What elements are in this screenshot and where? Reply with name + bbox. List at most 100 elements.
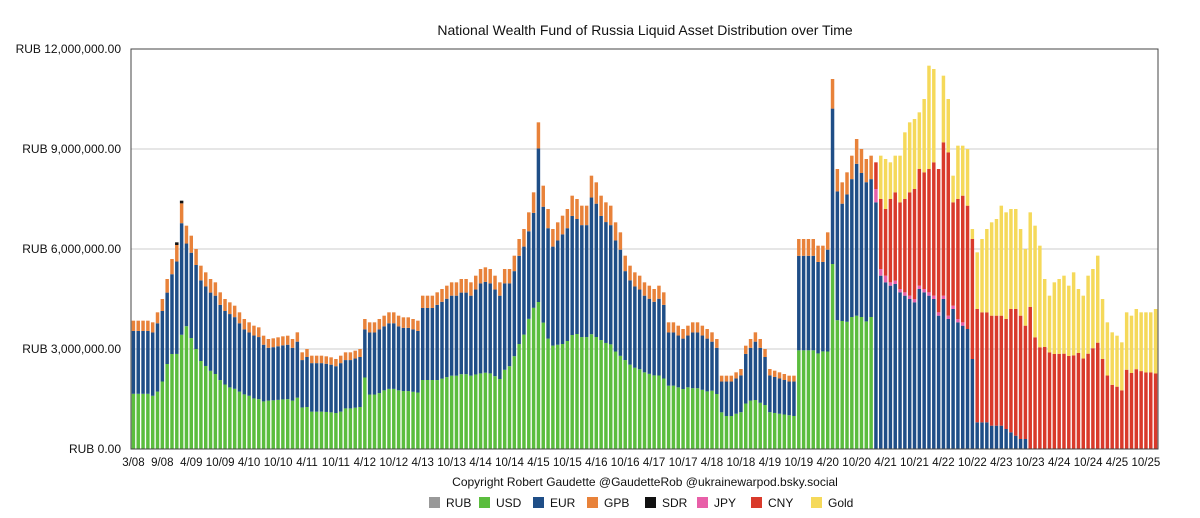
bar-segment-eur xyxy=(1023,439,1028,449)
bar-segment-usd xyxy=(613,351,618,449)
legend: RUB USD EUR GPB SDR JPY CNY Gold xyxy=(429,496,853,510)
bar-segment-gold xyxy=(1018,229,1023,316)
bar-segment-cny xyxy=(927,169,931,293)
bar-segment-cny xyxy=(1009,309,1013,433)
bar-segment-eur xyxy=(705,338,709,392)
bar-segment-cny xyxy=(893,192,897,281)
bar-segment-gold xyxy=(1110,332,1114,385)
bar-segment-usd xyxy=(546,338,550,449)
bar-segment-eur xyxy=(975,422,979,449)
bar-segment-usd xyxy=(420,380,425,449)
bar-segment-usd xyxy=(247,395,251,449)
bar-segment-jpy xyxy=(946,315,950,319)
bar-segment-gold xyxy=(941,75,946,143)
bar-segment-eur xyxy=(710,341,714,391)
bar-segment-eur xyxy=(372,332,377,395)
bar-segment-gpb xyxy=(430,295,435,308)
bar-segment-usd xyxy=(502,369,507,449)
bar-segment-eur xyxy=(898,292,902,449)
bar-segment-usd xyxy=(647,373,652,449)
bar-segment-eur xyxy=(999,425,1004,449)
bar-segment-gpb xyxy=(512,255,517,272)
bar-segment-cny xyxy=(903,199,907,293)
bar-segment-eur xyxy=(560,234,565,344)
bar-segment-eur xyxy=(531,212,536,308)
bar-segment-eur xyxy=(801,255,806,351)
bar-segment-gpb xyxy=(531,192,536,213)
bar-segment-eur xyxy=(459,292,464,375)
bar-segment-eur xyxy=(416,330,420,393)
bar-segment-gpb xyxy=(257,327,261,338)
bar-segment-eur xyxy=(184,243,189,327)
legend-item-sdr: SDR xyxy=(645,496,688,510)
bar-segment-usd xyxy=(551,345,555,449)
bar-segment-eur xyxy=(507,283,512,367)
bar-segment-usd xyxy=(744,403,748,449)
bar-segment-cny xyxy=(922,172,926,289)
bar-segment-cny xyxy=(965,205,970,329)
bar-segment-gpb xyxy=(763,349,767,357)
bar-segment-eur xyxy=(584,225,589,338)
bar-segment-usd xyxy=(478,373,483,449)
bar-segment-usd xyxy=(662,378,666,449)
bar-segment-eur xyxy=(864,182,869,322)
bar-segment-eur xyxy=(956,322,960,449)
bar-segment-usd xyxy=(734,413,738,449)
bar-segment-cny xyxy=(999,315,1004,426)
bar-segment-gpb xyxy=(724,375,729,382)
bar-segment-gpb xyxy=(637,275,642,290)
bar-segment-eur xyxy=(792,381,796,416)
bar-segment-cny xyxy=(989,315,994,426)
bar-segment-eur xyxy=(199,280,203,361)
bar-segment-gold xyxy=(888,162,893,199)
bar-segment-gpb xyxy=(618,232,623,250)
bar-segment-gpb xyxy=(305,349,309,357)
legend-swatch xyxy=(533,497,544,508)
bar-segment-gpb xyxy=(816,245,820,262)
bar-segment-gold xyxy=(932,69,936,163)
bar-segment-cny xyxy=(1124,369,1129,449)
bar-segment-eur xyxy=(232,317,237,389)
bar-segment-eur xyxy=(724,381,729,416)
bar-segment-usd xyxy=(170,354,174,449)
bar-segment-eur xyxy=(932,299,936,449)
bar-segment-usd xyxy=(768,412,772,449)
bar-segment-eur xyxy=(662,304,666,379)
legend-swatch xyxy=(645,497,656,508)
bar-segment-usd xyxy=(387,388,391,449)
bar-segment-gpb xyxy=(483,267,488,282)
bar-segment-usd xyxy=(710,390,714,449)
bar-segment-usd xyxy=(319,411,324,449)
bar-segment-usd xyxy=(758,402,762,449)
bar-segment-cny xyxy=(1139,371,1143,449)
bar-segment-eur xyxy=(146,330,150,394)
bar-segment-eur xyxy=(551,246,555,346)
bar-segment-gpb xyxy=(555,222,560,241)
legend-label: EUR xyxy=(550,496,576,510)
y-tick-label: RUB 0.00 xyxy=(69,442,121,456)
bar-segment-eur xyxy=(652,301,656,376)
bar-segment-gpb xyxy=(536,122,541,149)
bar-segment-eur xyxy=(994,425,999,449)
legend-item-jpy: JPY xyxy=(697,496,736,510)
bar-segment-gpb xyxy=(676,325,680,336)
bar-segment-eur xyxy=(387,323,391,389)
bar-segment-gpb xyxy=(647,285,652,299)
bar-segment-gpb xyxy=(310,355,314,364)
bar-segment-gpb xyxy=(358,349,362,357)
copyright-credit: Copyright Robert Gaudette @GaudetteRob @… xyxy=(452,475,838,489)
bar-segment-usd xyxy=(372,394,377,449)
bar-segment-cny xyxy=(1120,390,1124,449)
bar-segment-gold xyxy=(1091,269,1095,349)
bar-segment-eur xyxy=(806,255,811,351)
x-tick-label: 4/12 xyxy=(354,457,376,469)
bar-segment-usd xyxy=(570,335,574,449)
bar-segment-gpb xyxy=(319,355,324,364)
bar-segment-gpb xyxy=(155,312,160,324)
bar-segment-gpb xyxy=(840,182,844,204)
bar-segment-eur xyxy=(686,335,690,388)
bar-segment-gpb xyxy=(493,275,497,290)
bar-segment-cny xyxy=(1014,309,1018,436)
bar-segment-usd xyxy=(199,361,203,449)
bar-segment-usd xyxy=(252,398,256,449)
